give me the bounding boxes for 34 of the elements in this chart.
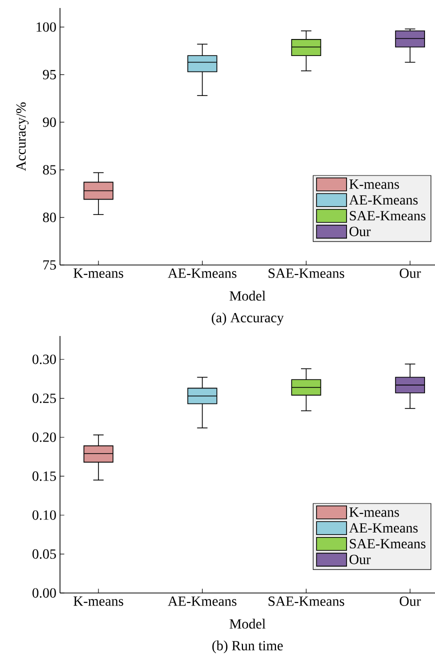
y-axis-title: Accuracy/% xyxy=(16,102,29,171)
y-tick-label: 100 xyxy=(36,22,56,32)
legend-label: SAE-Kmeans xyxy=(350,539,426,548)
y-tick-label: 0.10 xyxy=(32,510,56,520)
legend-label: AE-Kmeans xyxy=(349,523,418,533)
y-tick-label: 85 xyxy=(43,165,56,175)
y-tick-label: 0.05 xyxy=(32,549,56,559)
x-tick-label: SAE-Kmeans xyxy=(268,268,344,278)
legend-label: K-means xyxy=(349,180,399,189)
x-tick-label: AE-Kmeans xyxy=(168,268,236,278)
x-axis-title: Model xyxy=(230,618,266,629)
legend-label: K-means xyxy=(349,508,399,517)
x-tick-label: AE-Kmeans xyxy=(168,596,236,606)
y-tick-label: 0.15 xyxy=(32,471,56,481)
y-tick-label: 0.20 xyxy=(32,432,56,442)
legend-label: Our xyxy=(350,226,371,236)
x-tick-label: K-means xyxy=(74,268,124,278)
x-axis-title: Model xyxy=(230,290,266,301)
legend-label: AE-Kmeans xyxy=(349,195,418,205)
y-tick-label: 95 xyxy=(42,70,56,80)
y-tick-label: 0.00 xyxy=(32,588,56,598)
x-tick-label: Our xyxy=(400,596,421,606)
y-tick-label: 0.30 xyxy=(32,354,56,364)
text: (b) Run time xyxy=(212,640,283,654)
x-tick-label: Our xyxy=(400,268,421,278)
legend-label: Our xyxy=(350,554,371,564)
y-tick-label: 90 xyxy=(42,118,56,127)
x-tick-label: SAE-Kmeans xyxy=(268,596,344,606)
x-tick-label: K-means xyxy=(74,596,124,606)
y-tick-label: 0.25 xyxy=(32,394,56,404)
text: (a) Accuracy xyxy=(212,312,284,326)
y-tick-label: 80 xyxy=(43,212,56,222)
legend-label: SAE-Kmeans xyxy=(350,211,426,220)
y-tick-label: 75 xyxy=(43,260,56,270)
